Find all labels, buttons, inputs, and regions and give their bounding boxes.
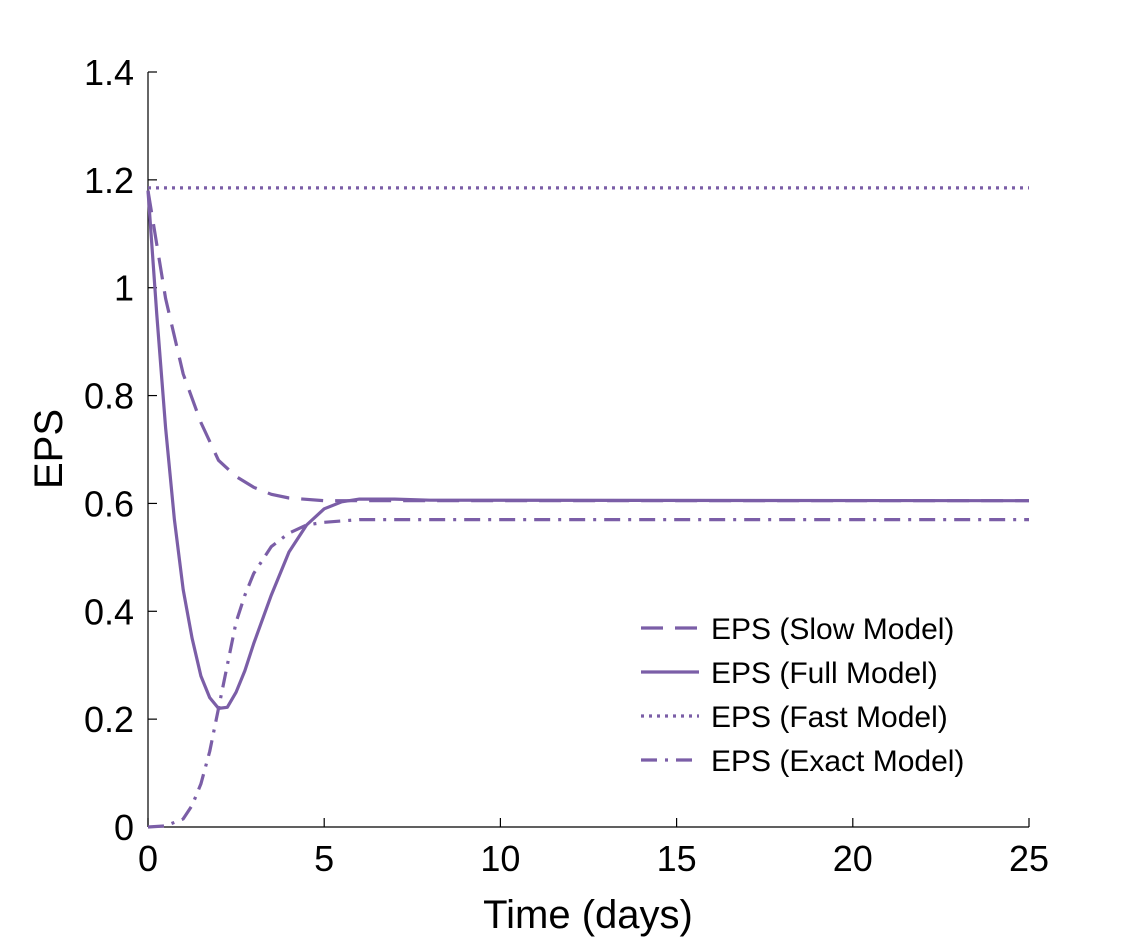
legend-label: EPS (Fast Model) [711,701,948,734]
y-tick-label: 1.2 [84,160,134,201]
y-tick-label: 0.8 [84,376,134,417]
x-tick-label: 5 [314,838,334,879]
legend-label: EPS (Exact Model) [711,745,964,778]
y-tick-label: 1.4 [84,52,134,93]
series-line-dashdot [147,517,1029,829]
y-axis-title: EPS [27,409,71,489]
x-tick-label: 15 [657,838,697,879]
x-tick-label: 10 [480,838,520,879]
legend-label: EPS (Slow Model) [711,613,954,646]
y-tick-labels: 0 0.2 0.4 0.6 0.8 1 1.2 1.4 [84,52,134,848]
series-line-solid [146,190,1030,711]
series-line-dashed [146,190,1029,503]
legend: EPS (Slow Model) EPS (Full Model) EPS (Fas… [641,613,964,778]
y-tick-label: 1 [114,268,134,309]
x-tick-labels: 0 5 10 15 20 25 [138,838,1049,879]
y-tick-label: 0.4 [84,591,134,632]
x-tick-label: 20 [833,838,873,879]
y-tick-label: 0 [114,807,134,848]
x-tick-label: 25 [1009,838,1049,879]
series-lines [146,186,1030,829]
x-tick-label: 0 [138,838,158,879]
legend-label: EPS (Full Model) [711,657,938,690]
y-tick-label: 0.2 [84,699,134,740]
y-tick-label: 0.6 [84,483,134,524]
x-axis-title: Time (days) [483,893,693,937]
